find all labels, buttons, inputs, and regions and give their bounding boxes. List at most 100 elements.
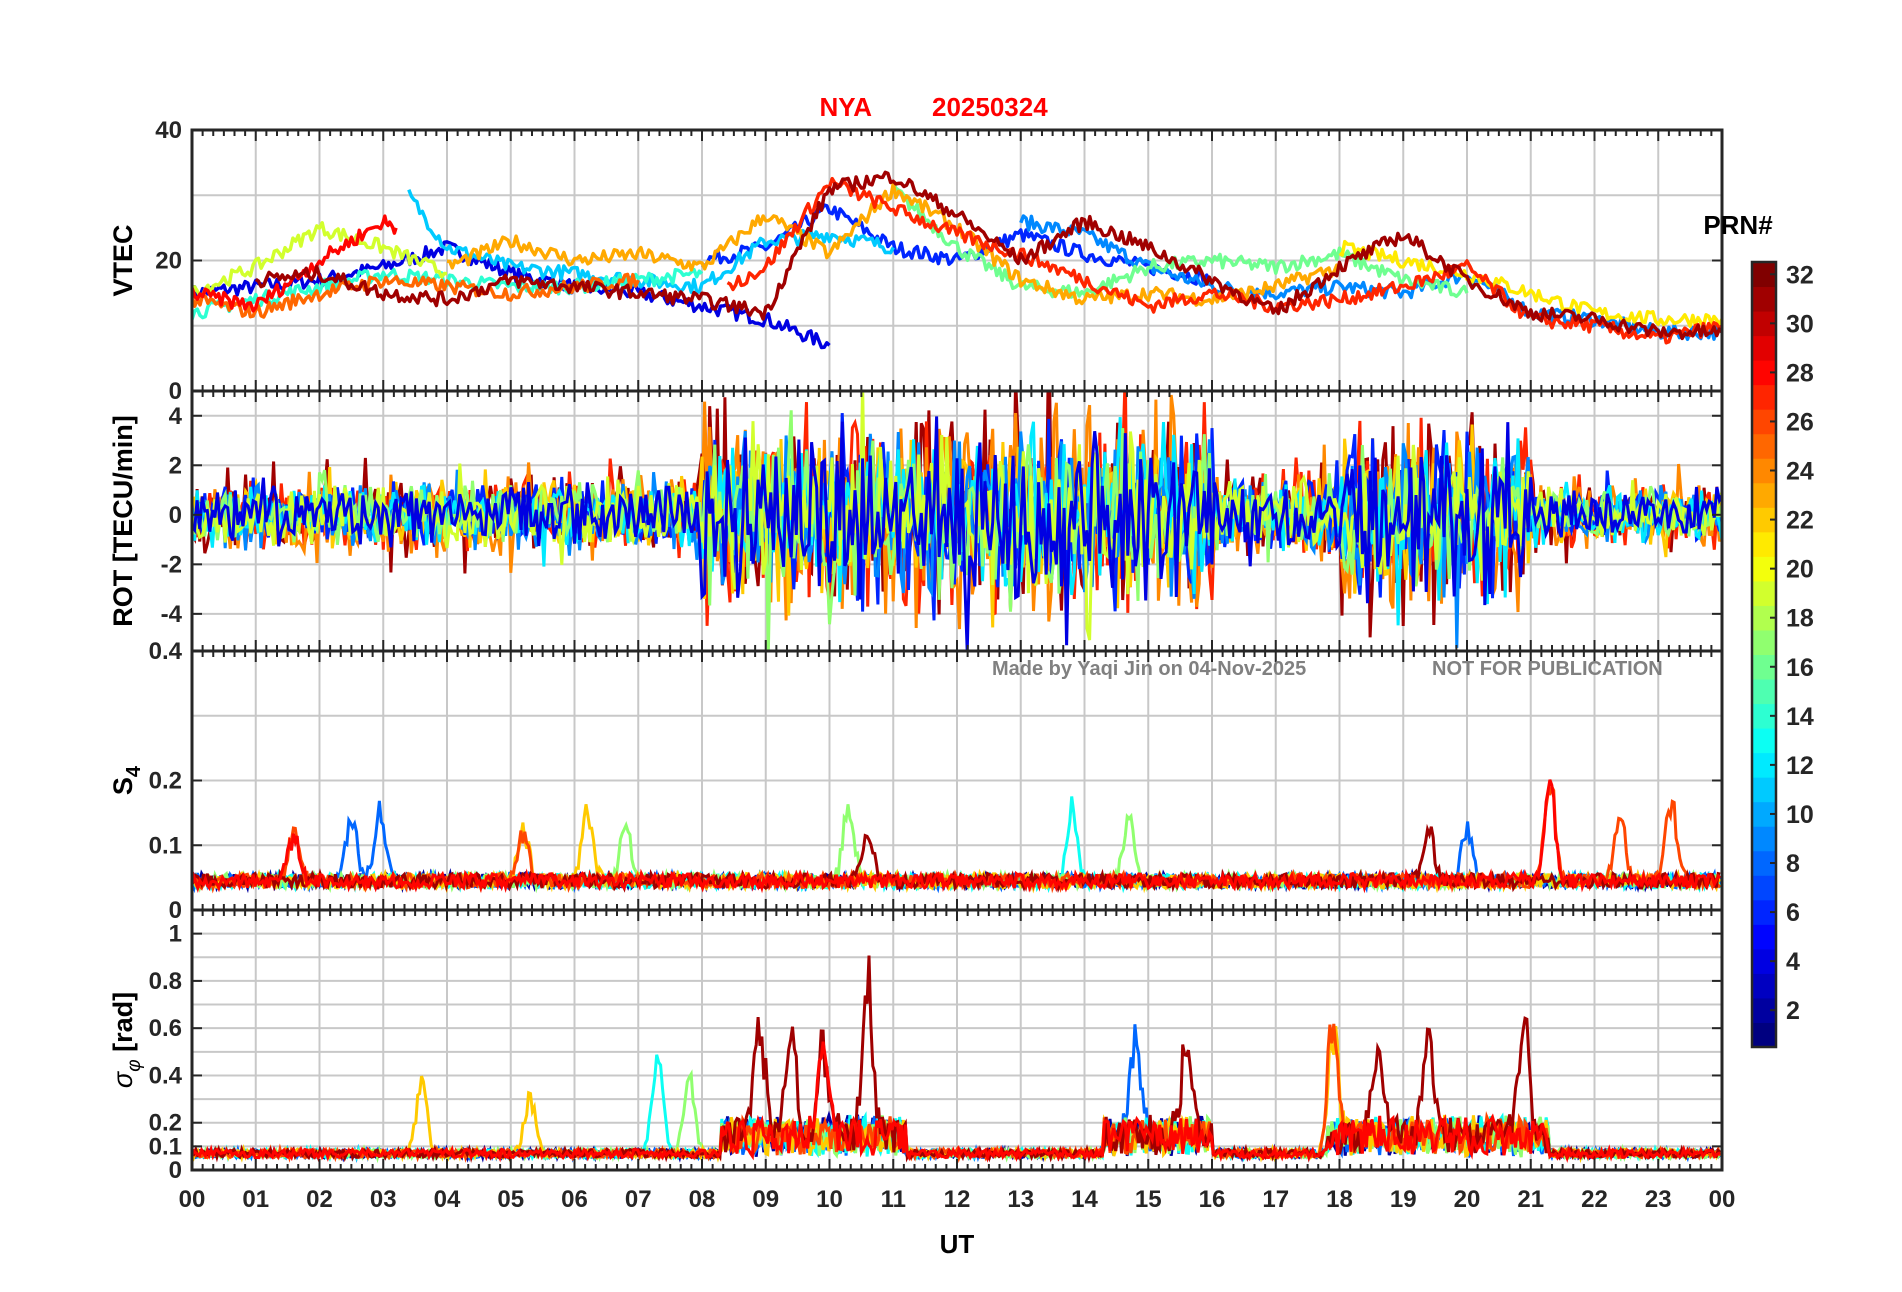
y-tick-label: 0.2 bbox=[149, 768, 182, 795]
y-tick-label: 0.8 bbox=[149, 968, 182, 995]
colorbar-tick-label: 8 bbox=[1786, 850, 1800, 878]
x-tick-label: 18 bbox=[1326, 1186, 1353, 1213]
colorbar-swatch-prn-31 bbox=[1752, 286, 1776, 312]
panel-sigma_phi: 00.10.2 0.4 0.6 0.8 1 σφ [rad] bbox=[108, 908, 1724, 1184]
colorbar-tick-label: 16 bbox=[1786, 654, 1814, 682]
y-tick-label: 40 bbox=[155, 117, 182, 144]
colorbar-tick-label: 4 bbox=[1786, 948, 1800, 976]
colorbar-border bbox=[1750, 260, 1778, 1049]
colorbar-swatch-prn-15 bbox=[1752, 679, 1776, 705]
colorbar-tick-label: 14 bbox=[1786, 703, 1814, 731]
colorbar-tick-label: 12 bbox=[1786, 752, 1814, 780]
y-tick-label: 0 bbox=[169, 502, 182, 529]
x-tick-label: 00 bbox=[1709, 1186, 1736, 1213]
colorbar-tick-label: 30 bbox=[1786, 310, 1814, 338]
series-line-prn-28 bbox=[192, 1041, 1721, 1163]
colorbar-swatch-prn-19 bbox=[1752, 580, 1776, 606]
y-tick-label: 20 bbox=[155, 248, 182, 275]
y-tick-label: 0.4 bbox=[149, 638, 183, 665]
y-axis-label-sigma_phi: σφ [rad] bbox=[108, 992, 145, 1088]
x-tick-label: 22 bbox=[1581, 1186, 1608, 1213]
colorbar-swatch-prn-3 bbox=[1752, 973, 1776, 999]
colorbar-tick-label: 2 bbox=[1786, 997, 1800, 1025]
colorbar-tick-label: 26 bbox=[1786, 408, 1814, 436]
series-line-prn-28 bbox=[192, 779, 1722, 894]
x-tick-label: 23 bbox=[1645, 1186, 1672, 1213]
y-axis-label-rot: ROT [TECU/min] bbox=[108, 415, 138, 626]
y-tick-label: 0 bbox=[169, 1157, 182, 1184]
data-rot bbox=[192, 391, 1722, 651]
colorbar-swatch-prn-11 bbox=[1752, 777, 1776, 803]
panel-vtec: 0 20 40 VTEC bbox=[108, 117, 1724, 405]
x-tick-label: 07 bbox=[625, 1186, 652, 1213]
x-tick-label: 04 bbox=[434, 1186, 461, 1213]
colorbar-swatch-prn-25 bbox=[1752, 433, 1776, 459]
x-tick-label: 11 bbox=[881, 1186, 906, 1213]
x-tick-label: 01 bbox=[242, 1186, 269, 1213]
x-tick-label: 17 bbox=[1262, 1186, 1289, 1213]
series-line-prn-19 bbox=[192, 391, 1722, 641]
y-tick-label: -2 bbox=[161, 551, 182, 578]
series-line-prn-25 bbox=[192, 272, 640, 319]
chart-title-date: 20250324 bbox=[932, 92, 1048, 122]
series-line-prn-31 bbox=[254, 170, 1722, 341]
x-tick-label: 06 bbox=[561, 1186, 588, 1213]
colorbar-tick-label: 24 bbox=[1786, 458, 1814, 486]
colorbar-title: PRN# bbox=[1703, 210, 1773, 240]
x-tick-label: 20 bbox=[1454, 1186, 1481, 1213]
colorbar-tick-label: 6 bbox=[1786, 899, 1800, 927]
x-tick-label: 14 bbox=[1071, 1186, 1098, 1213]
y-tick-label: 4 bbox=[169, 403, 183, 430]
colorbar-swatch-prn-9 bbox=[1752, 826, 1776, 852]
series-line-prn-21 bbox=[1338, 239, 1722, 328]
colorbar-swatch-prn-1 bbox=[1752, 1022, 1776, 1048]
watermark-notice: NOT FOR PUBLICATION bbox=[1432, 658, 1663, 680]
y-axis-label-vtec: VTEC bbox=[108, 224, 138, 296]
y-tick-label: 0.1 bbox=[149, 832, 182, 859]
x-tick-label: 08 bbox=[689, 1186, 716, 1213]
x-tick-label: 12 bbox=[944, 1186, 971, 1213]
panel-s4: 0 0.1 0.2 0.4 S4 bbox=[108, 638, 1724, 924]
y-tick-label: 0.1 bbox=[149, 1133, 182, 1160]
x-tick-label: 13 bbox=[1007, 1186, 1034, 1213]
x-tick-label: 02 bbox=[306, 1186, 333, 1213]
colorbar-tick-label: 20 bbox=[1786, 556, 1814, 584]
y-axis-label-s4: S4 bbox=[108, 765, 145, 795]
y-tick-label: 1 bbox=[169, 921, 182, 948]
x-tick-label: 05 bbox=[497, 1186, 524, 1213]
colorbar-swatch-prn-13 bbox=[1752, 728, 1776, 754]
colorbar-swatch-prn-7 bbox=[1752, 875, 1776, 901]
series-line-prn-27 bbox=[726, 176, 1722, 345]
data-vtec bbox=[192, 170, 1722, 350]
colorbar-swatch-prn-21 bbox=[1752, 531, 1776, 557]
x-tick-label: 15 bbox=[1135, 1186, 1162, 1213]
colorbar-swatch-prn-23 bbox=[1752, 482, 1776, 508]
colorbar-swatch-prn-5 bbox=[1752, 924, 1776, 950]
y-tick-label: 2 bbox=[169, 452, 182, 479]
x-tick-label: 00 bbox=[179, 1186, 206, 1213]
x-tick-label: 16 bbox=[1199, 1186, 1226, 1213]
colorbar-tick-label: 28 bbox=[1786, 359, 1814, 387]
x-tick-label: 03 bbox=[370, 1186, 397, 1213]
y-tick-label: 0 bbox=[169, 897, 182, 924]
y-tick-label: 0.6 bbox=[149, 1015, 182, 1042]
colorbar-tick-label: 10 bbox=[1786, 801, 1814, 829]
data-s4 bbox=[192, 779, 1722, 894]
colorbar-swatch-prn-29 bbox=[1752, 335, 1776, 361]
series-line-prn-4 bbox=[192, 416, 1722, 651]
y-tick-label: 0 bbox=[169, 378, 182, 405]
x-tick-label: 10 bbox=[816, 1186, 843, 1213]
series-line-prn-19 bbox=[192, 221, 448, 301]
x-tick-label: 19 bbox=[1390, 1186, 1417, 1213]
watermark-author: Made by Yaqi Jin on 04-Nov-2025 bbox=[992, 658, 1306, 680]
x-tick-label: 09 bbox=[752, 1186, 779, 1213]
y-tick-label: 0.4 bbox=[149, 1062, 183, 1089]
series-line-prn-28 bbox=[192, 214, 398, 313]
colorbar-swatch-prn-27 bbox=[1752, 384, 1776, 410]
data-sigma_phi bbox=[192, 955, 1722, 1164]
chart-title-station: NYA bbox=[819, 92, 872, 122]
colorbar-tick-label: 22 bbox=[1786, 507, 1814, 535]
